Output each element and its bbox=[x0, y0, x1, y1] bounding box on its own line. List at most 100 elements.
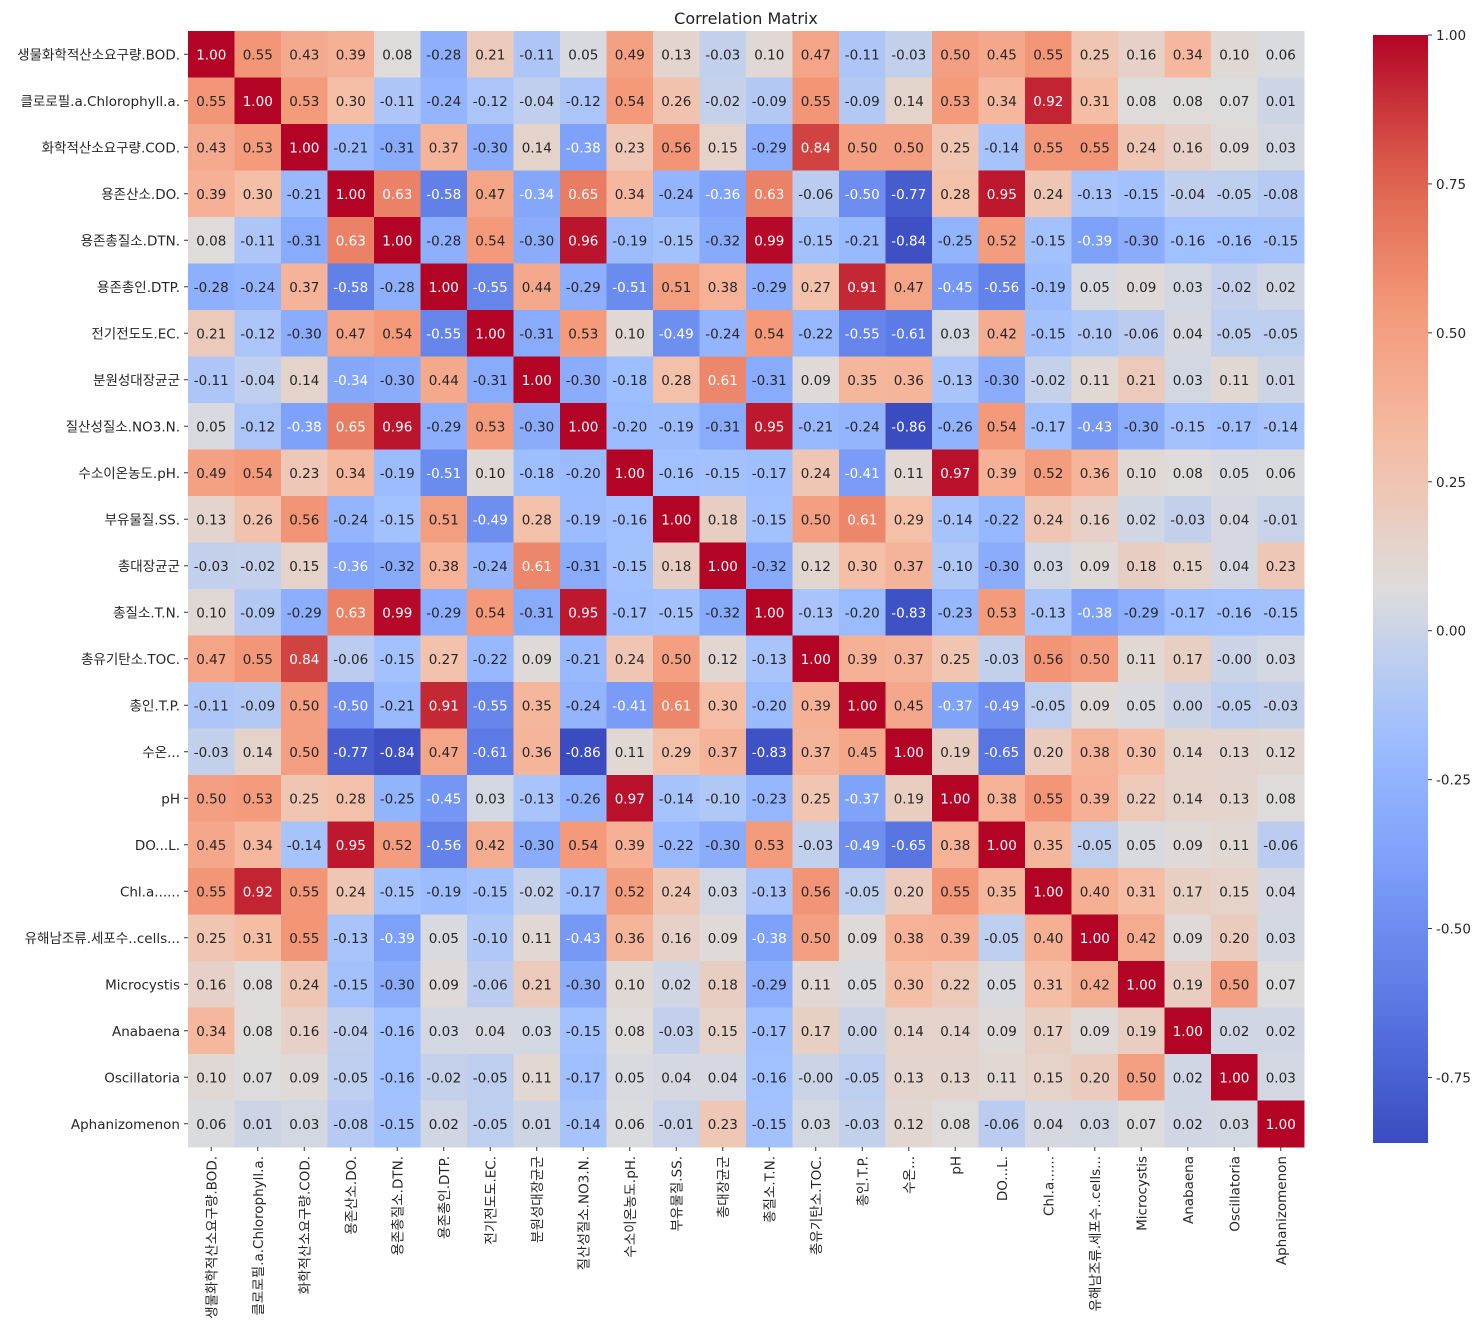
cell-value-label: -0.08 bbox=[1263, 187, 1298, 203]
cell-value-label: 1.00 bbox=[708, 559, 738, 575]
cell-value-label: 0.06 bbox=[1266, 47, 1296, 63]
cell-value-label: 0.37 bbox=[894, 652, 924, 668]
heatmap-cell bbox=[560, 31, 607, 78]
cell-value-label: 0.63 bbox=[336, 605, 366, 621]
cell-value-label: -0.32 bbox=[380, 559, 415, 575]
cell-value-label: -0.31 bbox=[519, 605, 554, 621]
x-tick-label: Aphanizomenon bbox=[1274, 1156, 1290, 1265]
cell-value-label: 0.54 bbox=[987, 419, 1017, 435]
cell-value-label: 0.50 bbox=[801, 931, 831, 947]
heatmap-cell bbox=[699, 124, 747, 171]
heatmap-cell bbox=[1257, 170, 1305, 218]
cell-value-label: 0.44 bbox=[522, 280, 552, 296]
cell-value-label: 0.52 bbox=[382, 838, 412, 854]
cell-value-label: -0.28 bbox=[426, 233, 461, 249]
heatmap-cell bbox=[932, 775, 979, 822]
cell-value-label: 0.24 bbox=[1126, 140, 1156, 156]
cell-value-label: -0.14 bbox=[1263, 419, 1298, 435]
cell-value-label: 0.18 bbox=[708, 512, 738, 528]
heatmap-cell bbox=[932, 170, 979, 218]
cell-value-label: 0.08 bbox=[1173, 466, 1203, 482]
heatmap-cell bbox=[374, 403, 421, 450]
cell-value-label: -0.18 bbox=[519, 466, 554, 482]
cell-value-label: -0.29 bbox=[426, 419, 461, 435]
heatmap-cell bbox=[932, 310, 979, 357]
cell-value-label: 0.28 bbox=[940, 187, 970, 203]
heatmap-cell bbox=[653, 868, 700, 915]
cell-value-label: -0.13 bbox=[752, 652, 787, 668]
cell-value-label: 0.30 bbox=[1126, 745, 1156, 761]
heatmap-cell bbox=[281, 449, 328, 497]
heatmap-cell bbox=[1071, 356, 1119, 404]
cell-value-label: -0.61 bbox=[891, 326, 926, 342]
cell-value-label: -0.15 bbox=[752, 512, 787, 528]
cell-value-label: -0.06 bbox=[984, 1117, 1019, 1133]
heatmap-cell bbox=[420, 775, 468, 822]
heatmap-cell bbox=[188, 1054, 235, 1101]
heatmap-cell bbox=[1211, 821, 1258, 869]
heatmap-cell bbox=[1118, 914, 1165, 962]
cell-value-label: -0.11 bbox=[519, 47, 554, 63]
cell-value-label: 0.24 bbox=[289, 977, 319, 993]
heatmap-cell bbox=[374, 914, 421, 962]
heatmap-cell bbox=[746, 682, 793, 729]
heatmap-cell bbox=[1257, 403, 1305, 450]
heatmap-cell bbox=[374, 449, 421, 497]
y-tick-label: DO...L. bbox=[135, 838, 180, 854]
cell-value-label: -0.13 bbox=[519, 791, 554, 807]
cell-value-label: 0.14 bbox=[243, 745, 273, 761]
heatmap-cell bbox=[792, 1100, 840, 1148]
heatmap-cell bbox=[467, 77, 514, 125]
heatmap-cell bbox=[188, 589, 235, 636]
heatmap-cell bbox=[1071, 1054, 1119, 1101]
heatmap-cell bbox=[188, 31, 235, 78]
cell-value-label: 0.05 bbox=[1080, 280, 1110, 296]
heatmap-cell bbox=[1164, 542, 1212, 590]
heatmap-cell bbox=[374, 589, 421, 636]
heatmap-cell bbox=[513, 589, 561, 636]
heatmap-cell bbox=[1164, 868, 1212, 915]
heatmap-cell bbox=[327, 961, 375, 1008]
heatmap-cell bbox=[234, 263, 282, 311]
cell-value-label: -0.02 bbox=[1031, 373, 1066, 389]
cell-value-label: -0.05 bbox=[333, 1070, 368, 1086]
heatmap-cell bbox=[792, 914, 840, 962]
heatmap-cell bbox=[327, 1007, 375, 1055]
heatmap-cell bbox=[653, 356, 700, 404]
cell-value-label: 0.25 bbox=[196, 931, 226, 947]
cell-value-label: 0.03 bbox=[940, 326, 970, 342]
heatmap-cell bbox=[792, 868, 840, 915]
heatmap-cell bbox=[1257, 1007, 1305, 1055]
heatmap-cell bbox=[792, 635, 840, 683]
cell-value-label: 0.35 bbox=[1033, 838, 1063, 854]
cell-value-label: 0.08 bbox=[940, 1117, 970, 1133]
heatmap-cell bbox=[420, 449, 468, 497]
heatmap-cell bbox=[839, 682, 886, 729]
heatmap-cell bbox=[420, 868, 468, 915]
y-tick-label: Anabaena bbox=[112, 1024, 180, 1040]
cell-value-label: 0.03 bbox=[1266, 652, 1296, 668]
cell-value-label: 1.00 bbox=[1033, 884, 1063, 900]
cell-value-label: 0.38 bbox=[940, 838, 970, 854]
cell-value-label: -0.32 bbox=[752, 559, 787, 575]
y-tick-label: 전기전도도.EC. bbox=[91, 326, 180, 342]
heatmap-cell bbox=[560, 1100, 607, 1148]
heatmap-cell bbox=[234, 682, 282, 729]
cell-value-label: -0.05 bbox=[1263, 326, 1298, 342]
heatmap-cell bbox=[746, 914, 793, 962]
x-tick-label: 총유기탄소.TOC. bbox=[809, 1156, 825, 1255]
cell-value-label: 0.15 bbox=[1033, 1070, 1063, 1086]
heatmap-cell bbox=[513, 775, 561, 822]
cell-value-label: 0.37 bbox=[429, 140, 459, 156]
cell-value-label: 0.24 bbox=[1033, 187, 1063, 203]
cell-value-label: -0.10 bbox=[1077, 326, 1112, 342]
cell-value-label: -0.18 bbox=[612, 373, 647, 389]
cell-value-label: 0.50 bbox=[661, 652, 691, 668]
cell-value-label: 0.30 bbox=[243, 187, 273, 203]
cell-value-label: -0.83 bbox=[891, 605, 926, 621]
cell-value-label: 0.05 bbox=[847, 977, 877, 993]
heatmap-cell bbox=[467, 356, 514, 404]
heatmap-cell bbox=[885, 961, 933, 1008]
cell-value-label: 0.34 bbox=[196, 1024, 226, 1040]
cell-value-label: -0.04 bbox=[333, 1024, 368, 1040]
